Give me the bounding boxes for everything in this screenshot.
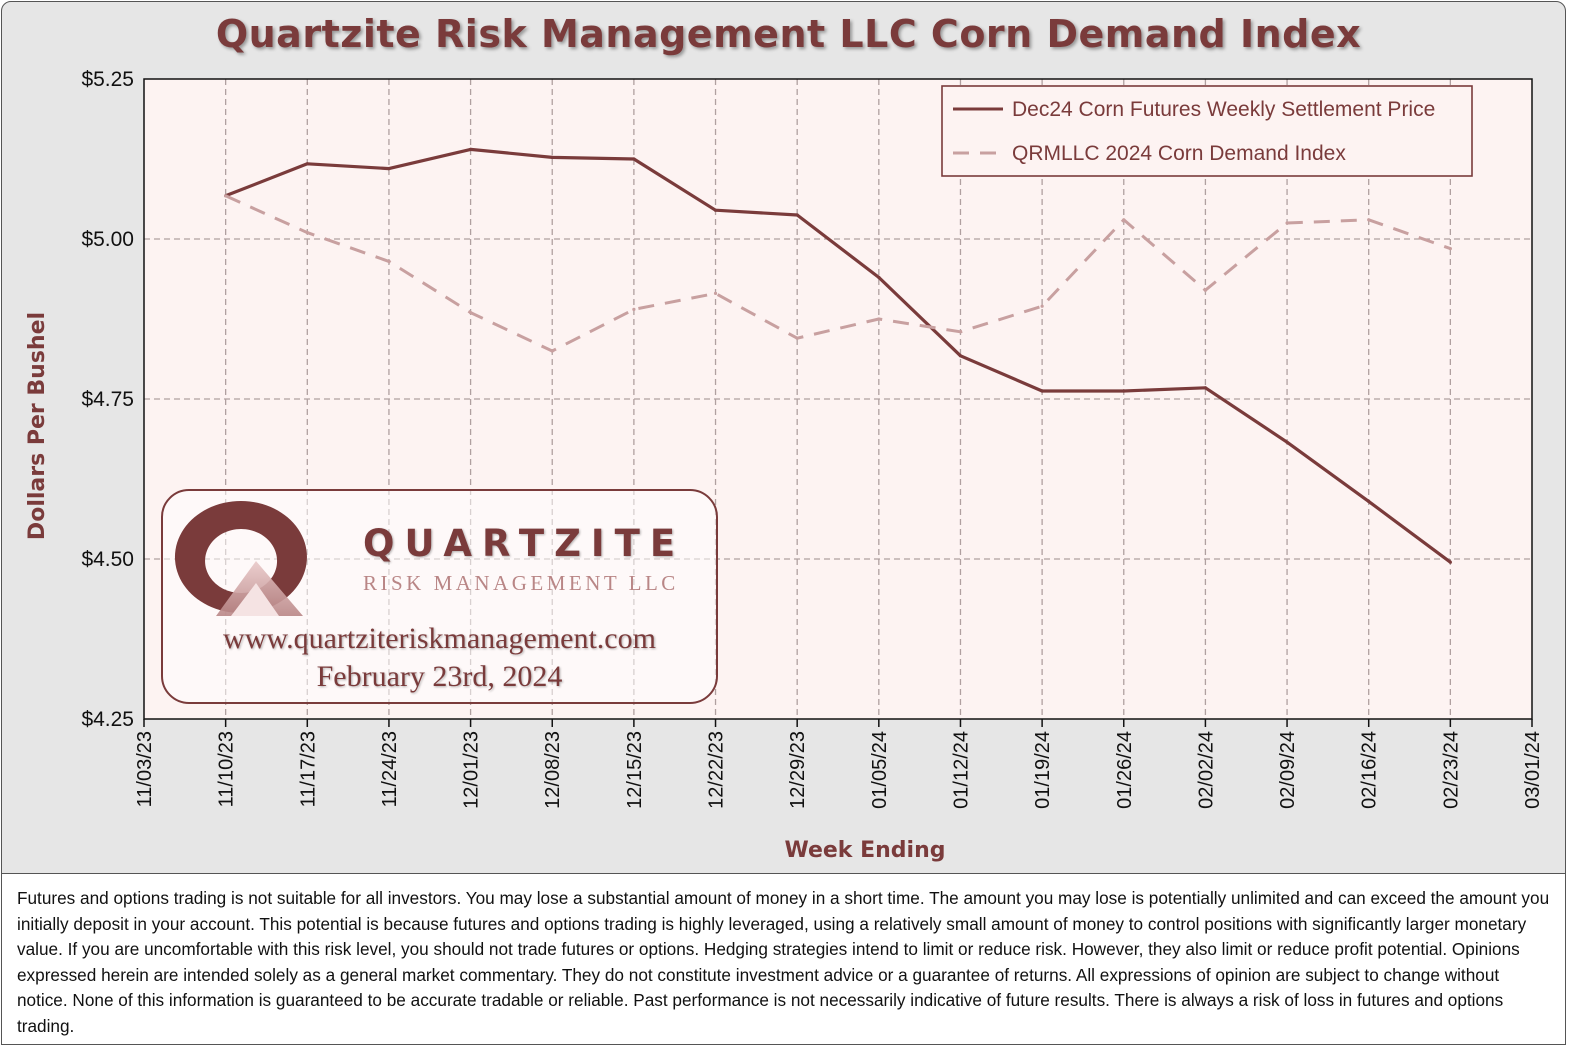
series-1-point xyxy=(387,167,391,171)
x-tick-label: 02/16/24 xyxy=(1359,731,1381,809)
series-2-point xyxy=(550,349,554,353)
series-2-point xyxy=(632,307,636,311)
legend-box xyxy=(941,85,1473,177)
series-1-point xyxy=(958,354,963,358)
x-tick-label: 11/03/23 xyxy=(134,731,156,807)
x-tick-label: 12/29/23 xyxy=(787,731,809,809)
series-1-point xyxy=(468,147,473,151)
quartzite-logo-icon xyxy=(174,501,307,616)
x-tick-label: 01/05/24 xyxy=(869,731,891,809)
disclaimer-text: Futures and options trading is not suita… xyxy=(1,873,1566,1045)
series-1-point xyxy=(305,162,309,166)
x-tick-label: 11/10/23 xyxy=(216,731,238,807)
series-1-point xyxy=(713,208,718,212)
plot-border xyxy=(143,78,1533,720)
logo-box xyxy=(161,489,718,704)
y-tick-label: $4.75 xyxy=(81,388,134,411)
series-2-point xyxy=(795,336,799,340)
series-1-point xyxy=(1448,560,1452,564)
series-1-point xyxy=(1040,389,1044,393)
series-1-point xyxy=(632,157,636,161)
chart-title: Quartzite Risk Management LLC Corn Deman… xyxy=(215,12,1362,56)
logo-url: www.quartziteriskmanagement.com xyxy=(223,622,656,655)
series-1-point xyxy=(795,213,799,217)
x-tick-label: 11/24/23 xyxy=(379,731,401,807)
series-2-point xyxy=(305,231,309,235)
logo-subtitle: RISK MANAGEMENT LLC xyxy=(363,571,679,595)
x-tick-label: 11/17/23 xyxy=(297,731,319,807)
series-line-2 xyxy=(224,194,1451,353)
series-2-point xyxy=(387,259,391,263)
series-2-point xyxy=(224,194,228,198)
x-tick-label: 12/08/23 xyxy=(542,731,564,809)
x-axis-label: Week Ending xyxy=(784,838,945,863)
x-tick-label: 01/26/24 xyxy=(1114,731,1136,809)
logo-name: QUARTZITE xyxy=(363,522,686,565)
x-tick-label: 01/19/24 xyxy=(1032,731,1054,809)
x-tick-label: 12/01/23 xyxy=(461,731,483,809)
series-2-point xyxy=(1040,304,1044,308)
series-1-point xyxy=(1122,389,1126,393)
logo-date: February 23rd, 2024 xyxy=(316,660,563,693)
series-2-point xyxy=(713,291,718,295)
legend-label-2: QRMLLC 2024 Corn Demand Index xyxy=(1012,142,1346,165)
series-1-point xyxy=(1285,440,1289,444)
series-2-point xyxy=(1203,288,1208,292)
series-1-point xyxy=(877,275,881,279)
x-tick-label: 02/09/24 xyxy=(1277,731,1299,809)
series-line-1 xyxy=(225,147,1452,564)
x-tick-label: 02/02/24 xyxy=(1195,731,1217,809)
x-tick-label: 02/23/24 xyxy=(1440,731,1462,809)
series-2-point xyxy=(1367,218,1371,222)
series-2-point xyxy=(1122,218,1126,222)
series-2-point xyxy=(468,311,473,315)
series-2-point xyxy=(958,330,963,334)
x-tick-label: 01/12/24 xyxy=(950,731,972,809)
x-tick-label: 03/01/24 xyxy=(1522,731,1544,809)
y-tick-label: $4.50 xyxy=(81,548,134,571)
series-1-point xyxy=(1367,499,1371,503)
series-1-point xyxy=(1203,386,1208,390)
y-tick-label: $4.25 xyxy=(81,708,134,731)
y-axis-label: Dollars Per Bushel xyxy=(25,312,50,540)
x-tick-label: 12/15/23 xyxy=(624,731,646,809)
y-tick-label: $5.25 xyxy=(81,68,134,91)
series-2-point xyxy=(877,317,881,321)
series-2-point xyxy=(1448,247,1452,251)
series-1-point xyxy=(550,155,554,159)
x-tick-label: 12/22/23 xyxy=(706,731,728,809)
legend-label-1: Dec24 Corn Futures Weekly Settlement Pri… xyxy=(1012,98,1435,121)
series-2-point xyxy=(1285,221,1289,225)
y-tick-label: $5.00 xyxy=(81,228,134,251)
